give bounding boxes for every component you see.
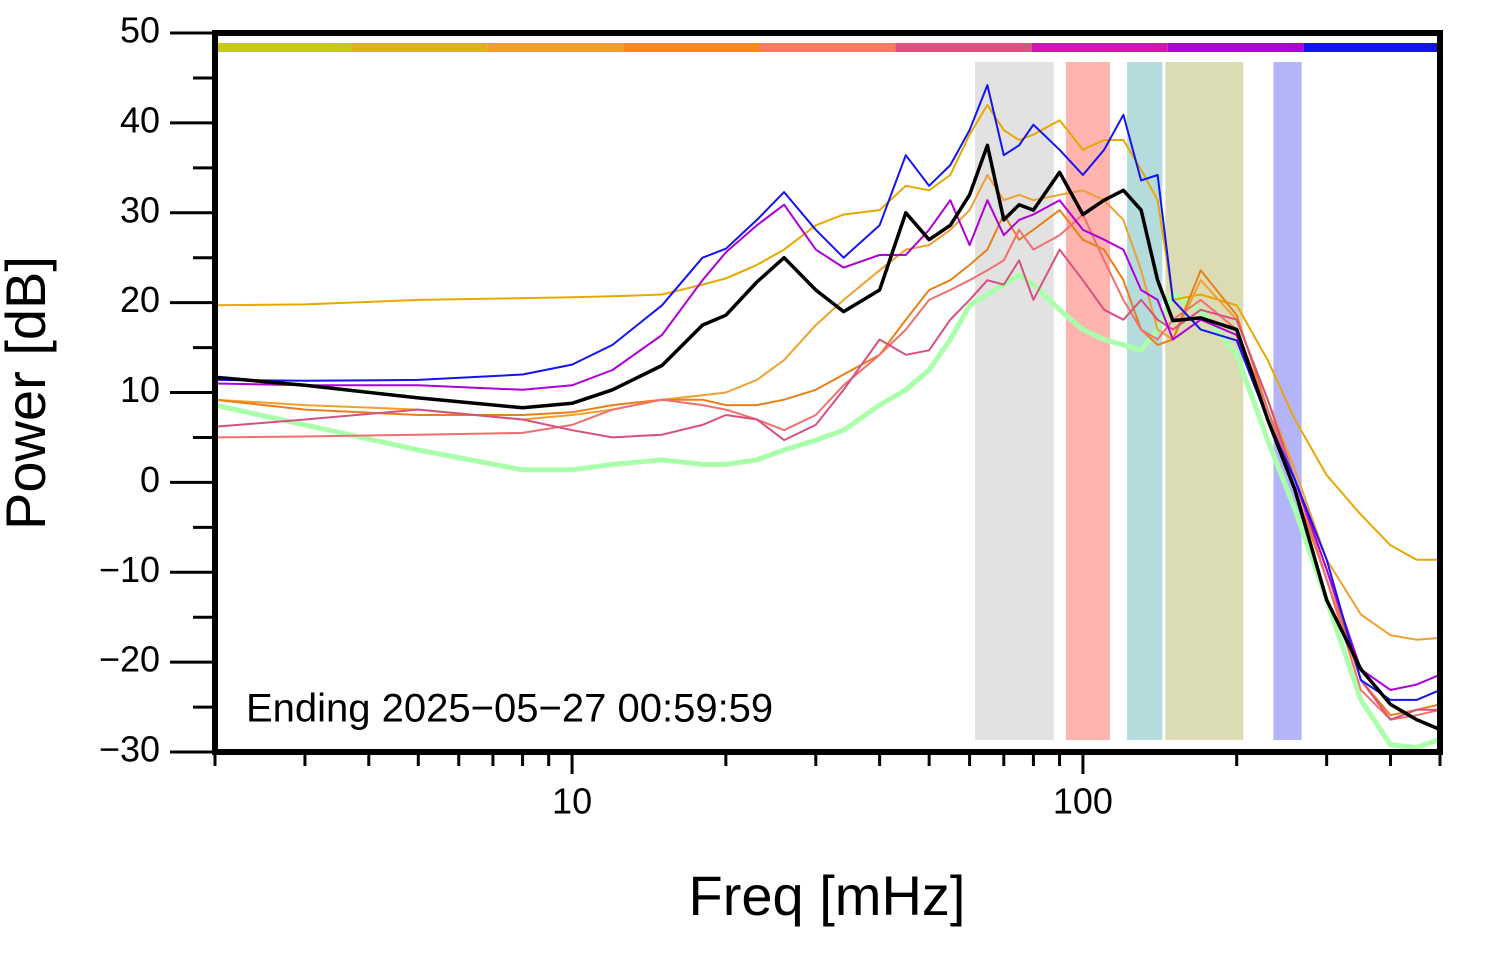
color-bar-segment: [487, 43, 624, 52]
color-bar-segment: [895, 43, 1032, 52]
color-bar-segment: [215, 43, 352, 52]
band: [1065, 62, 1111, 740]
y-tick-label: 0: [140, 459, 160, 500]
x-tick-label: 100: [1053, 781, 1113, 822]
band: [1273, 62, 1302, 740]
x-axis-label: Freq [mHz]: [689, 864, 966, 927]
y-tick-label: 40: [120, 99, 160, 140]
color-bar-segment: [1303, 43, 1440, 52]
series-line: [215, 272, 1440, 750]
color-bar-segment: [623, 43, 760, 52]
y-axis-label: Power [dB]: [0, 256, 57, 530]
color-bar-segment: [759, 43, 896, 52]
color-bar-segment: [351, 43, 488, 52]
lines: [215, 84, 1440, 750]
x-tick-label: 10: [552, 781, 592, 822]
band: [1165, 62, 1244, 740]
axes: −30 −20 −10 0 10 20 30 40 50 10 100: [99, 10, 1443, 822]
y-tick-label: 10: [120, 369, 160, 410]
y-tick-label: −30: [99, 729, 160, 770]
series-line: [215, 209, 1440, 717]
y-tick-label: 30: [120, 189, 160, 230]
y-tick-label: −20: [99, 639, 160, 680]
band: [1127, 62, 1163, 740]
annotation: Ending 2025−05−27 00:59:59: [246, 687, 773, 731]
color-bar-segment: [1167, 43, 1304, 52]
series-line: [215, 248, 1440, 721]
series-line: [215, 103, 1440, 561]
series-line: [215, 213, 1440, 721]
y-tick-label: −10: [99, 549, 160, 590]
y-tick-label: 50: [120, 10, 160, 51]
series-line: [215, 84, 1440, 701]
bands: [975, 62, 1302, 740]
band: [975, 62, 1054, 740]
series-line: [215, 143, 1440, 732]
y-tick-label: 20: [120, 279, 160, 320]
color-bar-segment: [1031, 43, 1168, 52]
